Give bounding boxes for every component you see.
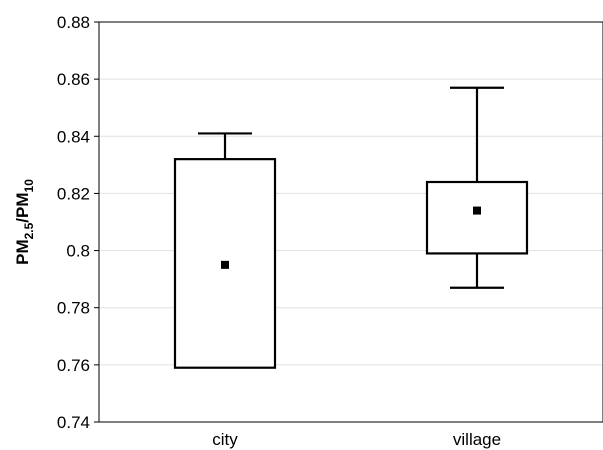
mean-marker — [221, 260, 229, 269]
y-tick-label: 0.84 — [57, 127, 90, 146]
y-tick-label: 0.8 — [66, 242, 90, 261]
x-category-label: village — [453, 430, 501, 449]
x-category-labels: city village — [212, 430, 501, 449]
y-tick-label: 0.76 — [57, 356, 90, 375]
y-tick-label: 0.74 — [57, 413, 90, 432]
box-body — [425, 180, 529, 255]
y-label-main: PM — [13, 239, 32, 265]
box-city — [173, 132, 277, 369]
x-category-label: city — [212, 430, 238, 449]
y-tick-label: 0.86 — [57, 70, 90, 89]
box-village — [425, 86, 529, 289]
y-ticks: 0.74 0.76 0.78 0.8 0.82 0.84 0.86 0.88 — [57, 13, 99, 432]
y-axis-label: PM2.5/PM10 — [13, 179, 36, 265]
y-label-sub1: 2.5 — [22, 222, 36, 239]
y-tick-label: 0.82 — [57, 184, 90, 203]
box-plot-series — [173, 86, 529, 369]
plot-area-frame — [98, 21, 603, 423]
y-tick-label: 0.78 — [57, 299, 90, 318]
y-label-slash: /PM — [13, 192, 32, 222]
mean-marker — [473, 206, 481, 215]
y-tick-label: 0.88 — [57, 13, 90, 32]
y-label-sub2: 10 — [22, 179, 36, 193]
